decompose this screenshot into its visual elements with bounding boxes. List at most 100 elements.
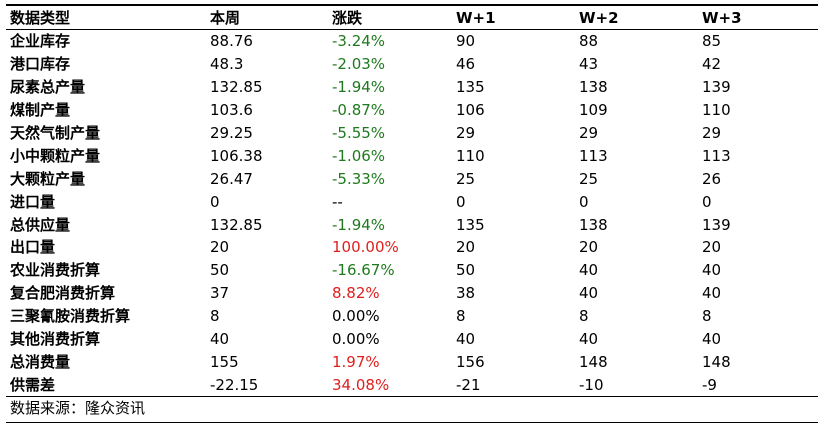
w1-cell: 0 xyxy=(456,192,466,211)
change-cell: -1.94% xyxy=(332,78,386,97)
w3-cell: 85 xyxy=(702,32,722,51)
row-name-cell: 港口库存 xyxy=(10,55,71,74)
header-cell-w3: W+3 xyxy=(698,4,818,30)
w3-cell: 8 xyxy=(702,307,712,326)
w3-cell: 29 xyxy=(702,124,722,142)
w2-cell: 88 xyxy=(579,32,599,51)
this-week-cell: 103.6 xyxy=(210,101,253,120)
w3-cell: 42 xyxy=(702,55,722,74)
w3-cell: 0 xyxy=(702,192,712,211)
row-name-cell: 出口量 xyxy=(10,238,56,257)
table-row: 农业消费折算 50 -16.67% 50 40 40 xyxy=(6,259,818,282)
this-week-cell: 106.38 xyxy=(210,146,263,165)
this-week-cell: 37 xyxy=(210,284,230,303)
header-cell-this-week: 本周 xyxy=(206,4,328,30)
row-name-cell: 总消费量 xyxy=(10,352,71,371)
this-week-cell: 0 xyxy=(210,192,220,211)
table-row: 其他消费折算 40 0.00% 40 40 40 xyxy=(6,328,818,351)
row-name-cell: 农业消费折算 xyxy=(10,261,101,280)
w3-cell: 113 xyxy=(702,146,731,165)
w1-cell: 135 xyxy=(456,78,485,97)
w2-cell: 25 xyxy=(579,169,599,188)
row-name-cell: 三聚氰胺消费折算 xyxy=(10,307,131,326)
w1-cell: 50 xyxy=(456,261,476,280)
w3-cell: 110 xyxy=(702,101,731,120)
this-week-cell: 48.3 xyxy=(210,55,244,74)
source-note: 数据来源：隆众资讯 xyxy=(6,397,818,424)
w2-cell: 40 xyxy=(579,284,599,303)
w1-cell: 106 xyxy=(456,101,485,120)
w3-cell: 40 xyxy=(702,261,722,280)
w3-cell: 139 xyxy=(702,215,731,234)
table-body: 企业库存 88.76 -3.24% 90 88 85 港口库存 48.3 -2.03% 46 43 4… xyxy=(6,30,818,398)
w2-cell: 0 xyxy=(579,192,589,211)
w2-cell: 40 xyxy=(579,330,599,349)
row-name-cell: 进口量 xyxy=(10,192,56,211)
change-cell: -2.03% xyxy=(332,55,386,74)
row-name-cell: 企业库存 xyxy=(10,32,71,51)
change-cell: -16.67% xyxy=(332,261,395,280)
w3-cell: 40 xyxy=(702,284,722,303)
w2-cell: 20 xyxy=(579,238,599,257)
w2-cell: 8 xyxy=(579,307,589,326)
w2-cell: 148 xyxy=(579,352,608,371)
header-cell-type: 数据类型 xyxy=(6,4,206,30)
w1-cell: 25 xyxy=(456,169,476,188)
change-cell: -1.06% xyxy=(332,146,386,165)
w1-cell: 110 xyxy=(456,146,485,165)
table-row: 天然气制产量 29.25 -5.55% 29 29 29 xyxy=(6,122,818,145)
w2-cell: 109 xyxy=(579,101,608,120)
row-name-cell: 尿素总产量 xyxy=(10,78,86,97)
w3-cell: 40 xyxy=(702,330,722,349)
w3-cell: 148 xyxy=(702,352,731,371)
this-week-cell: 8 xyxy=(210,307,220,326)
table-row: 港口库存 48.3 -2.03% 46 43 42 xyxy=(6,53,818,76)
change-cell: 1.97% xyxy=(332,352,380,371)
w1-cell: 90 xyxy=(456,32,476,51)
change-cell: 34.08% xyxy=(328,373,452,398)
this-week-cell: 20 xyxy=(210,238,230,257)
header-row: 数据类型 本周 涨跌 W+1 W+2 W+3 xyxy=(6,4,818,30)
w1-cell: 135 xyxy=(456,215,485,234)
this-week-cell: 88.76 xyxy=(210,32,253,51)
table-row: 三聚氰胺消费折算 8 0.00% 8 8 8 xyxy=(6,305,818,328)
w1-cell: 8 xyxy=(456,307,466,326)
w1-cell: 20 xyxy=(456,238,476,257)
supply-demand-table: 数据类型 本周 涨跌 W+1 W+2 W+3 企业库存 88.76 -3.24% 90… xyxy=(6,4,818,398)
change-cell: -5.33% xyxy=(332,169,386,188)
w2-cell: 43 xyxy=(579,55,599,74)
this-week-cell: 29.25 xyxy=(210,124,253,142)
change-cell: -5.55% xyxy=(332,124,386,142)
w1-cell: 29 xyxy=(456,124,476,142)
change-cell: -- xyxy=(332,192,343,211)
table-row: 小中颗粒产量 106.38 -1.06% 110 113 113 xyxy=(6,144,818,167)
w1-cell: 156 xyxy=(456,352,485,371)
table-row: 复合肥消费折算 37 8.82% 38 40 40 xyxy=(6,282,818,305)
change-cell: 0.00% xyxy=(332,330,380,349)
row-name-cell: 小中颗粒产量 xyxy=(10,146,101,165)
w1-cell: -21 xyxy=(452,373,575,398)
table-row: 尿素总产量 132.85 -1.94% 135 138 139 xyxy=(6,76,818,99)
this-week-cell: 50 xyxy=(210,261,230,280)
table-row: 大颗粒产量 26.47 -5.33% 25 25 26 xyxy=(6,167,818,190)
table-row: 出口量 20 100.00% 20 20 20 xyxy=(6,236,818,259)
w2-cell: 138 xyxy=(579,215,608,234)
change-cell: 0.00% xyxy=(332,307,380,326)
change-cell: 8.82% xyxy=(332,284,380,303)
this-week-cell: 132.85 xyxy=(210,78,263,97)
table-row: 煤制产量 103.6 -0.87% 106 109 110 xyxy=(6,99,818,122)
change-cell: -1.94% xyxy=(332,215,386,234)
table-row: 进口量 0 -- 0 0 0 xyxy=(6,190,818,213)
row-name-cell: 其他消费折算 xyxy=(10,330,101,349)
this-week-cell: -22.15 xyxy=(206,373,328,398)
table-row: 供需差 -22.15 34.08% -21 -10 -9 xyxy=(6,373,818,398)
w2-cell: -10 xyxy=(575,373,698,398)
row-name-cell: 总供应量 xyxy=(10,215,71,234)
row-name-cell: 复合肥消费折算 xyxy=(10,284,116,303)
w2-cell: 138 xyxy=(579,78,608,97)
row-name-cell: 供需差 xyxy=(6,373,206,398)
data-table-container: 数据类型 本周 涨跌 W+1 W+2 W+3 企业库存 88.76 -3.24% 90… xyxy=(6,4,818,424)
change-cell: 100.00% xyxy=(332,238,399,257)
table-row: 总消费量 155 1.97% 156 148 148 xyxy=(6,350,818,373)
w1-cell: 46 xyxy=(456,55,476,74)
